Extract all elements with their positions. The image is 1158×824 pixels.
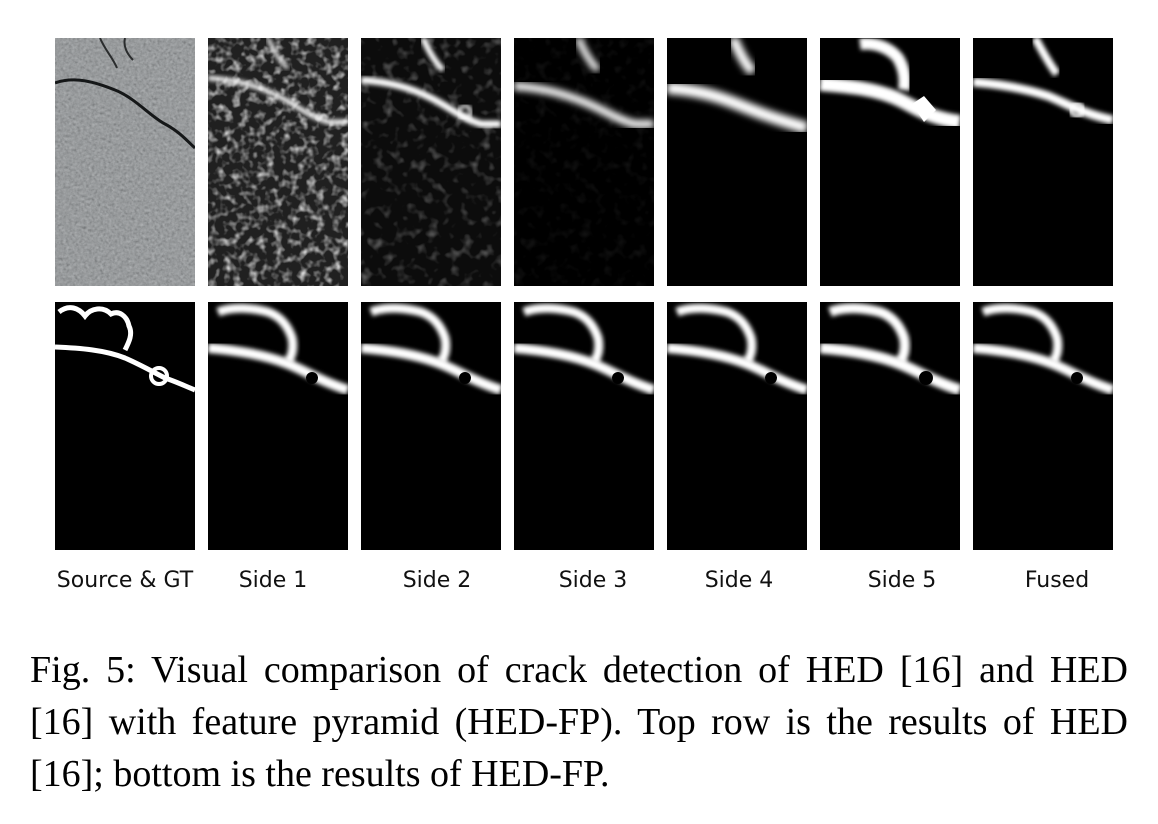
crack-detection-figure: Source & GT Side 1 Side 2 Side 3 Side 4 … (55, 38, 1113, 593)
column-label-side-3: Side 3 (558, 568, 628, 593)
hed-side-3-output (514, 38, 654, 286)
hedfp-side-2-output (361, 302, 501, 550)
ground-truth (55, 302, 195, 550)
hed-side-4-output (667, 38, 807, 286)
source-image (55, 38, 195, 286)
column-label-fused: Fused (1024, 568, 1090, 593)
column-label-source-gt: Source & GT (56, 568, 194, 593)
column-label-side-4: Side 4 (704, 568, 774, 593)
hed-side-2-output (361, 38, 501, 286)
hedfp-side-4-output (667, 302, 807, 550)
hed-side-5-output (820, 38, 960, 286)
hedfp-fused-output (973, 302, 1113, 550)
figure-caption: Fig. 5: Visual comparison of crack detec… (30, 649, 1128, 795)
hed-fused-output (973, 38, 1113, 286)
column-label-side-2: Side 2 (402, 568, 472, 593)
hed-side-1-output (208, 38, 348, 286)
hedfp-side-3-output (514, 302, 654, 550)
column-label-side-5: Side 5 (867, 568, 937, 593)
column-label-side-1: Side 1 (238, 568, 308, 593)
hedfp-side-5-output (820, 302, 960, 550)
hedfp-side-1-output (208, 302, 348, 550)
